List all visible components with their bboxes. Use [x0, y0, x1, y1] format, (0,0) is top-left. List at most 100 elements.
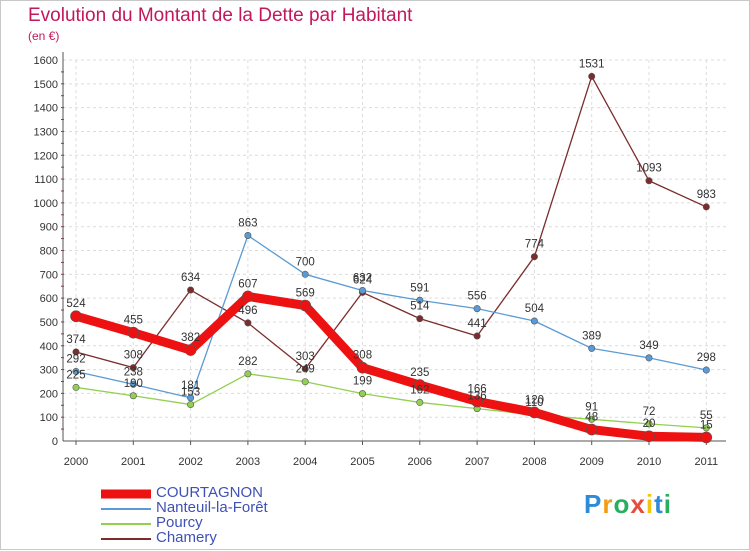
- data-point: [299, 299, 312, 312]
- x-tick-label: 2001: [121, 456, 145, 468]
- y-tick-label: 0: [52, 436, 58, 448]
- data-label: 441: [468, 318, 487, 330]
- y-tick-label: 700: [40, 269, 58, 281]
- data-point: [70, 310, 82, 323]
- legend-label: COURTAGNON: [156, 484, 263, 501]
- data-point: [187, 394, 195, 402]
- data-point: [645, 177, 653, 185]
- data-label: 110: [525, 397, 543, 409]
- y-tick-label: 1000: [34, 198, 58, 210]
- y-tick-label: 800: [40, 246, 58, 258]
- y-tick-label: 100: [40, 412, 58, 424]
- data-point: [244, 370, 252, 378]
- data-label: 634: [181, 272, 201, 284]
- data-label: 55: [700, 410, 713, 422]
- data-label: 72: [643, 406, 656, 418]
- data-point: [473, 305, 481, 313]
- data-label: 569: [296, 288, 315, 300]
- data-point: [129, 364, 137, 372]
- legend-swatch: [101, 522, 151, 525]
- data-label: 235: [410, 367, 429, 379]
- data-label: 308: [353, 350, 372, 362]
- data-point: [301, 270, 309, 278]
- y-tick-label: 1100: [34, 174, 58, 186]
- y-tick-label: 500: [40, 317, 58, 329]
- data-point: [187, 286, 195, 294]
- y-tick-label: 600: [40, 293, 58, 305]
- data-label: 20: [643, 418, 656, 430]
- legend-item: Chamery: [101, 529, 321, 546]
- y-tick-label: 200: [40, 388, 58, 400]
- data-label: 349: [639, 340, 658, 352]
- data-label: 48: [585, 412, 598, 424]
- data-point: [187, 401, 195, 409]
- x-tick-label: 2000: [64, 456, 88, 468]
- legend-swatch: [101, 537, 151, 540]
- data-label: 303: [296, 351, 315, 363]
- data-label: 591: [410, 282, 429, 294]
- data-label: 514: [410, 301, 430, 313]
- data-label: 282: [238, 356, 257, 368]
- x-tick-label: 2007: [465, 456, 489, 468]
- data-label: 863: [238, 217, 257, 229]
- y-tick-label: 1500: [34, 79, 58, 91]
- data-point: [244, 319, 252, 327]
- data-point: [645, 354, 653, 362]
- data-point: [72, 383, 80, 391]
- series-line-chamery: [75, 75, 707, 370]
- y-tick-label: 300: [40, 365, 58, 377]
- y-tick-label: 1300: [34, 126, 58, 138]
- data-label: 249: [296, 364, 315, 376]
- data-point: [702, 366, 710, 374]
- data-label: 389: [582, 330, 601, 342]
- legend-label: Chamery: [156, 529, 217, 546]
- data-point: [358, 287, 366, 295]
- y-tick-label: 1600: [34, 55, 58, 67]
- logo-letter: t: [654, 489, 664, 519]
- chart-subtitle: (en €): [28, 29, 60, 43]
- logo-letter: i: [663, 489, 672, 519]
- data-point: [242, 290, 254, 303]
- data-label: 225: [66, 369, 85, 381]
- x-tick-label: 2011: [694, 456, 718, 468]
- data-label: 190: [124, 378, 143, 390]
- x-tick-label: 2010: [637, 456, 661, 468]
- y-tick-label: 900: [40, 222, 58, 234]
- x-tick-label: 2006: [408, 456, 432, 468]
- logo-letter: P: [584, 489, 603, 519]
- data-point: [588, 72, 596, 80]
- data-point: [127, 326, 140, 339]
- series-line-nanteuil-la-for-t: [75, 234, 707, 399]
- logo-letter: x: [630, 489, 646, 519]
- data-point: [356, 361, 369, 374]
- data-label: 153: [181, 387, 200, 399]
- data-label: 15: [700, 419, 713, 431]
- data-label: 607: [238, 278, 257, 290]
- data-point: [416, 398, 424, 406]
- x-tick-label: 2003: [236, 456, 260, 468]
- logo-letter: o: [613, 489, 631, 519]
- data-point: [301, 378, 309, 386]
- data-point: [416, 315, 424, 323]
- data-point: [530, 317, 538, 325]
- legend-label: Nanteuil-la-Forêt: [156, 499, 268, 516]
- data-label: 91: [585, 401, 598, 413]
- data-point: [416, 296, 424, 304]
- x-tick-label: 2008: [522, 456, 546, 468]
- logo-letter: r: [602, 489, 614, 519]
- data-point: [528, 406, 541, 419]
- data-label: 166: [468, 383, 487, 395]
- data-point: [702, 203, 710, 211]
- data-point: [643, 430, 655, 443]
- x-tick-label: 2005: [350, 456, 374, 468]
- data-point: [471, 395, 483, 408]
- data-point: [413, 379, 426, 391]
- data-point: [358, 390, 366, 398]
- data-point: [72, 348, 80, 356]
- data-label: 556: [468, 291, 487, 303]
- data-label: 1093: [636, 163, 662, 175]
- data-label: 298: [697, 352, 716, 364]
- data-label: 162: [410, 384, 429, 396]
